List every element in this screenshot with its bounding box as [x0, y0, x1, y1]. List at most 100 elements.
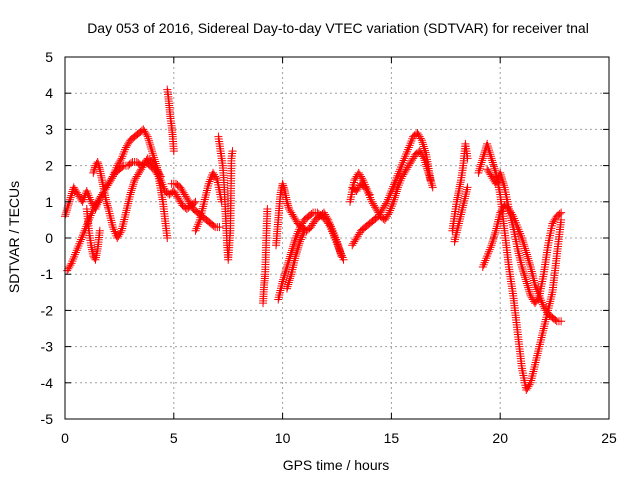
data-point [453, 226, 462, 235]
data-point [281, 269, 290, 278]
x-tick-label: 0 [61, 430, 69, 446]
data-point [498, 175, 507, 184]
data-point [292, 247, 301, 256]
data-point [124, 199, 133, 208]
data-point [144, 136, 153, 145]
data-point [275, 288, 284, 297]
data-point [201, 193, 210, 202]
data-point [557, 208, 566, 217]
data-point [293, 245, 302, 254]
series-arc-4c [474, 139, 566, 395]
data-point [106, 211, 115, 220]
data-point [291, 252, 300, 261]
data-point [526, 262, 535, 271]
data-point [428, 181, 437, 190]
data-point [126, 188, 135, 197]
data-point [274, 293, 283, 302]
data-point [529, 365, 538, 374]
data-point [527, 267, 536, 276]
x-tick-label: 5 [170, 430, 178, 446]
data-point [282, 284, 291, 293]
data-point [199, 202, 208, 211]
data-point [418, 152, 427, 161]
data-point [128, 182, 137, 191]
data-point [489, 162, 498, 171]
x-axis-label: GPS time / hours [283, 457, 390, 473]
data-point [278, 277, 287, 286]
data-point [426, 177, 435, 186]
series-arc-1b [63, 157, 172, 275]
data-point [209, 221, 218, 230]
data-point [146, 142, 155, 151]
data-point [551, 316, 560, 325]
data-point [93, 157, 102, 166]
data-point [105, 209, 114, 218]
data-point [526, 260, 535, 269]
data-point [148, 147, 157, 156]
data-point [118, 222, 127, 231]
x-tick-label: 25 [601, 430, 617, 446]
data-point [528, 272, 537, 281]
data-point [279, 181, 288, 190]
data-point [118, 162, 127, 171]
data-point [422, 162, 431, 171]
y-tick-label: 0 [45, 230, 53, 246]
data-point [155, 170, 164, 179]
data-point [292, 250, 301, 259]
data-point [417, 136, 426, 145]
data-point [282, 265, 291, 274]
data-point [215, 223, 224, 232]
data-point [458, 203, 467, 212]
data-point [491, 166, 500, 175]
data-point [126, 190, 135, 199]
data-point [518, 236, 527, 245]
data-point [64, 199, 73, 208]
data-point [526, 289, 535, 298]
data-point [450, 237, 459, 246]
data-point [300, 226, 309, 235]
data-point [532, 353, 541, 362]
data-point [518, 265, 527, 274]
data-point [116, 156, 125, 165]
data-point [523, 281, 532, 290]
data-point [496, 170, 505, 179]
data-point [535, 342, 544, 351]
data-point [484, 144, 493, 153]
data-point [547, 290, 556, 299]
data-point [283, 282, 292, 291]
data-point [290, 238, 299, 247]
data-point [290, 256, 299, 265]
data-point [488, 239, 497, 248]
data-point [67, 191, 76, 200]
data-point [279, 183, 288, 192]
data-point [102, 197, 111, 206]
data-point [103, 203, 112, 212]
data-point [107, 218, 116, 227]
data-point [65, 195, 74, 204]
data-point [463, 154, 472, 163]
data-point [485, 146, 494, 155]
data-point [420, 146, 429, 155]
data-point [291, 236, 300, 245]
y-tick-label: -5 [41, 411, 54, 427]
data-point [517, 234, 526, 242]
data-point [522, 277, 531, 286]
data-point [284, 280, 293, 289]
data-point [119, 219, 128, 228]
data-point [286, 272, 295, 281]
data-point [144, 134, 153, 143]
data-point [129, 180, 138, 189]
data-point [477, 158, 486, 167]
data-point [392, 189, 401, 198]
data-point [284, 201, 293, 210]
data-point [490, 164, 499, 173]
y-tick-label: -4 [41, 375, 54, 391]
data-point [486, 152, 495, 161]
data-point [199, 200, 208, 209]
data-point [201, 191, 210, 200]
data-point [276, 286, 285, 295]
data-point [123, 201, 132, 210]
data-point [384, 210, 393, 219]
data-point [202, 186, 211, 195]
